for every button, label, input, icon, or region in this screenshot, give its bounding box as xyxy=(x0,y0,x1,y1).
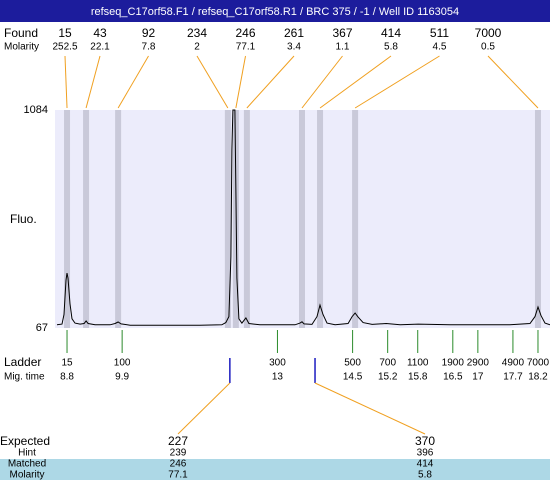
matched-value: 246 xyxy=(170,459,187,470)
peak-connector xyxy=(301,55,343,109)
ladder-size: 1100 xyxy=(407,358,429,369)
peak-connector xyxy=(235,55,246,109)
ladder-time: 16.5 xyxy=(443,372,463,383)
ladder-size: 2900 xyxy=(467,358,490,369)
ladder-time: 13 xyxy=(272,372,284,383)
title: refseq_C17orf58.F1 / refseq_C17orf58.R1 … xyxy=(91,6,459,18)
matched-band xyxy=(0,459,550,480)
peak-band xyxy=(115,110,122,328)
found-size: 414 xyxy=(381,26,401,40)
ladder-size: 700 xyxy=(379,358,396,369)
peak-connector xyxy=(487,55,539,109)
hint-label: Hint xyxy=(18,448,36,459)
found-size: 367 xyxy=(332,26,352,40)
found-molarity: 3.4 xyxy=(287,42,301,53)
y-axis-label: Fluo. xyxy=(10,212,37,226)
title-bar xyxy=(0,0,550,22)
mig-time-label: Mig. time xyxy=(4,372,45,383)
found-size: 261 xyxy=(284,26,304,40)
ladder-time: 17 xyxy=(472,372,484,383)
ladder-size: 1900 xyxy=(442,358,465,369)
found-size: 246 xyxy=(235,26,255,40)
peak-band xyxy=(534,110,541,328)
found-molarity: 252.5 xyxy=(52,42,77,53)
found-molarity: 0.5 xyxy=(481,42,495,53)
ladder-size: 15 xyxy=(61,358,73,369)
expected-connector xyxy=(314,382,426,435)
found-size: 7000 xyxy=(475,26,502,40)
expected-size: 370 xyxy=(415,434,435,448)
found-molarity: 2 xyxy=(194,42,200,53)
expected-label: Expected xyxy=(0,434,50,448)
found-size: 92 xyxy=(142,26,156,40)
peak-band xyxy=(243,110,250,328)
found-size: 511 xyxy=(430,26,449,40)
molarity-label: Molarity xyxy=(4,42,39,53)
ladder-size: 300 xyxy=(269,358,286,369)
matched-value: 414 xyxy=(417,459,434,470)
ladder-size: 500 xyxy=(344,358,361,369)
ladder-time: 14.5 xyxy=(343,372,363,383)
found-label: Found xyxy=(4,26,38,40)
found-molarity: 7.8 xyxy=(142,42,156,53)
peak-connector xyxy=(246,55,295,109)
found-molarity: 5.8 xyxy=(384,42,398,53)
expected-connector xyxy=(177,382,231,435)
found-size: 234 xyxy=(187,26,207,40)
found-molarity: 77.1 xyxy=(236,42,256,53)
trace xyxy=(56,109,550,326)
ladder-size: 7000 xyxy=(527,358,550,369)
molarity-value: 77.1 xyxy=(168,470,188,480)
ladder-time: 15.8 xyxy=(408,372,428,383)
hint-value: 396 xyxy=(417,448,434,459)
ladder-time: 8.8 xyxy=(60,372,74,383)
peak-band xyxy=(64,110,71,328)
expected-molarity-label: Molarity xyxy=(9,470,44,480)
peak-connector xyxy=(354,55,440,109)
peak-band xyxy=(352,110,359,328)
ladder-time: 18.2 xyxy=(528,372,548,383)
peak-connector xyxy=(319,55,392,109)
y-tick-label: 1084 xyxy=(24,104,48,116)
ladder-time: 9.9 xyxy=(115,372,129,383)
ladder-size: 4900 xyxy=(502,358,525,369)
peak-band xyxy=(317,110,324,328)
peak-connector xyxy=(64,55,68,109)
expected-size: 227 xyxy=(168,434,188,448)
peak-connector xyxy=(117,55,149,109)
hint-value: 239 xyxy=(170,448,187,459)
ladder-label: Ladder xyxy=(4,355,41,369)
molarity-value: 5.8 xyxy=(418,470,432,480)
ladder-time: 15.2 xyxy=(378,372,398,383)
peak-band xyxy=(224,110,231,328)
found-molarity: 4.5 xyxy=(433,42,447,53)
found-size: 15 xyxy=(58,26,72,40)
matched-label: Matched xyxy=(8,459,46,470)
peak-connector xyxy=(196,55,229,109)
ladder-size: 100 xyxy=(114,358,131,369)
found-size: 43 xyxy=(93,26,107,40)
found-molarity: 22.1 xyxy=(90,42,110,53)
y-tick-label: 67 xyxy=(36,322,48,334)
peak-band xyxy=(298,110,305,328)
found-molarity: 1.1 xyxy=(336,42,350,53)
peak-band xyxy=(83,110,90,328)
ladder-time: 17.7 xyxy=(503,372,523,383)
peak-connector xyxy=(85,55,101,109)
